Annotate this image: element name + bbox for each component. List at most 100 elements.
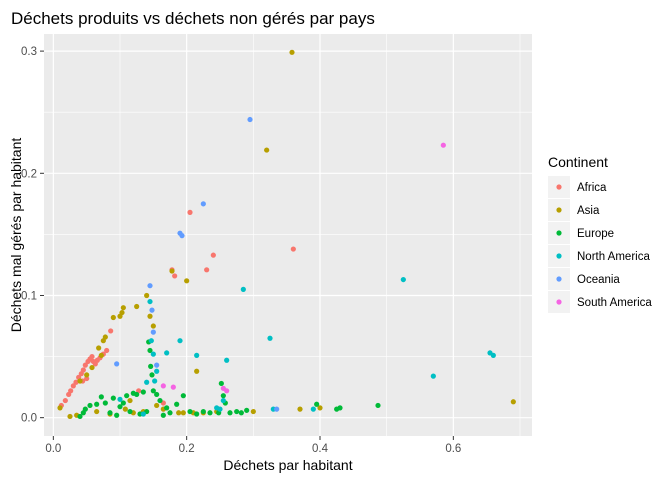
point-series-1: [102, 334, 108, 340]
point-series-1: [98, 352, 104, 358]
point-series-1: [120, 305, 126, 311]
point-series-3: [194, 352, 200, 358]
point-series-0: [80, 367, 86, 373]
point-series-4: [149, 307, 155, 313]
legend-key: [556, 207, 562, 213]
point-series-2: [147, 347, 153, 354]
point-series-0: [68, 388, 74, 394]
point-series-2: [77, 413, 83, 420]
point-series-2: [160, 412, 166, 418]
chart-title: Déchets produits vs déchets non gérés pa…: [11, 9, 375, 28]
point-series-1: [67, 413, 73, 420]
point-series-5: [224, 388, 230, 394]
point-series-3: [140, 411, 146, 417]
point-series-1: [119, 309, 125, 316]
point-series-0: [84, 375, 90, 382]
x-axis-label: Déchets par habitant: [223, 457, 352, 473]
point-series-0: [204, 267, 210, 273]
point-series-2: [87, 402, 93, 409]
point-series-3: [310, 406, 316, 412]
point-series-0: [210, 252, 216, 258]
y-tick-label: 0.1: [21, 290, 37, 302]
point-series-2: [200, 408, 206, 415]
point-series-2: [207, 410, 213, 416]
point-series-2: [102, 400, 108, 406]
point-series-3: [490, 352, 496, 358]
point-series-2: [107, 410, 113, 416]
point-series-1: [154, 402, 160, 409]
point-series-1: [84, 372, 90, 378]
point-series-2: [82, 406, 88, 412]
point-series-0: [70, 383, 76, 389]
point-series-2: [140, 389, 146, 395]
point-series-3: [164, 350, 170, 356]
legend-key: [556, 299, 562, 305]
point-series-2: [238, 410, 244, 416]
point-series-0: [73, 379, 79, 385]
point-series-1: [77, 378, 83, 384]
legend-label: Europe: [577, 228, 614, 240]
point-series-0: [108, 328, 114, 334]
legend-label: Africa: [577, 182, 607, 194]
point-series-3: [147, 298, 153, 305]
point-series-2: [218, 380, 224, 387]
point-series-1: [250, 408, 256, 415]
point-series-1: [184, 278, 190, 284]
point-series-3: [400, 276, 406, 283]
point-series-3: [152, 378, 158, 384]
point-series-2: [220, 393, 226, 399]
legend-key: [556, 253, 562, 259]
point-series-4: [147, 283, 153, 289]
point-series-1: [89, 364, 95, 371]
point-series-2: [227, 410, 233, 416]
point-series-2: [124, 393, 130, 399]
legend-label: Oceania: [577, 274, 620, 286]
point-series-0: [89, 353, 95, 360]
point-series-2: [148, 363, 154, 369]
point-series-2: [114, 412, 120, 418]
y-tick-label: 0.0: [21, 413, 37, 425]
point-series-1: [289, 49, 295, 55]
point-series-2: [234, 408, 240, 415]
point-series-2: [187, 408, 193, 415]
point-series-5: [170, 384, 176, 390]
point-series-2: [167, 410, 173, 416]
point-series-0: [104, 347, 110, 354]
point-series-1: [194, 368, 200, 374]
y-axis-label: Déchets mal gérés par habitant: [8, 138, 24, 333]
point-series-1: [134, 303, 140, 310]
point-series-0: [172, 273, 178, 279]
point-series-0: [62, 397, 68, 404]
axis-ticks: 0.0 0.2 0.4 0.6 0.0 0.1 0.2 0.3: [21, 46, 461, 455]
point-series-1: [176, 410, 182, 416]
point-series-1: [127, 397, 133, 404]
x-tick-label: 0.2: [179, 443, 195, 455]
point-series-1: [180, 410, 186, 416]
point-series-3: [154, 368, 160, 374]
legend: Africa Asia Europe North America Oceania Sout…: [548, 176, 652, 313]
point-series-4: [114, 361, 120, 367]
point-series-0: [82, 362, 88, 368]
point-series-1: [510, 399, 516, 405]
point-series-3: [117, 396, 123, 402]
point-series-2: [244, 407, 250, 413]
point-series-2: [194, 411, 200, 417]
legend-key: [556, 276, 562, 282]
point-series-3: [177, 338, 183, 344]
y-tick-label: 0.2: [21, 168, 37, 180]
point-series-4: [179, 233, 185, 239]
point-series-1: [150, 323, 156, 329]
grid-lines: [44, 34, 532, 436]
point-series-1: [297, 406, 303, 412]
point-series-1: [264, 147, 270, 153]
legend-label: Asia: [577, 205, 600, 217]
point-series-2: [127, 408, 133, 415]
point-series-4: [274, 406, 280, 412]
point-series-1: [147, 313, 153, 319]
point-series-2: [117, 404, 123, 410]
point-series-3: [220, 397, 226, 404]
legend-key: [556, 184, 562, 190]
point-series-3: [224, 357, 230, 363]
point-series-1: [122, 406, 128, 412]
